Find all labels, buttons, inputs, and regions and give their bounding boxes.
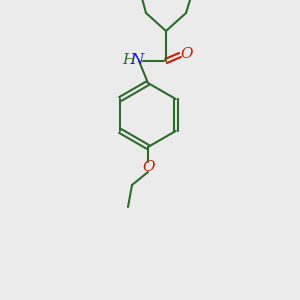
Text: H: H (122, 53, 136, 67)
Text: N: N (130, 53, 144, 67)
Text: O: O (181, 47, 193, 61)
Text: O: O (143, 160, 155, 174)
